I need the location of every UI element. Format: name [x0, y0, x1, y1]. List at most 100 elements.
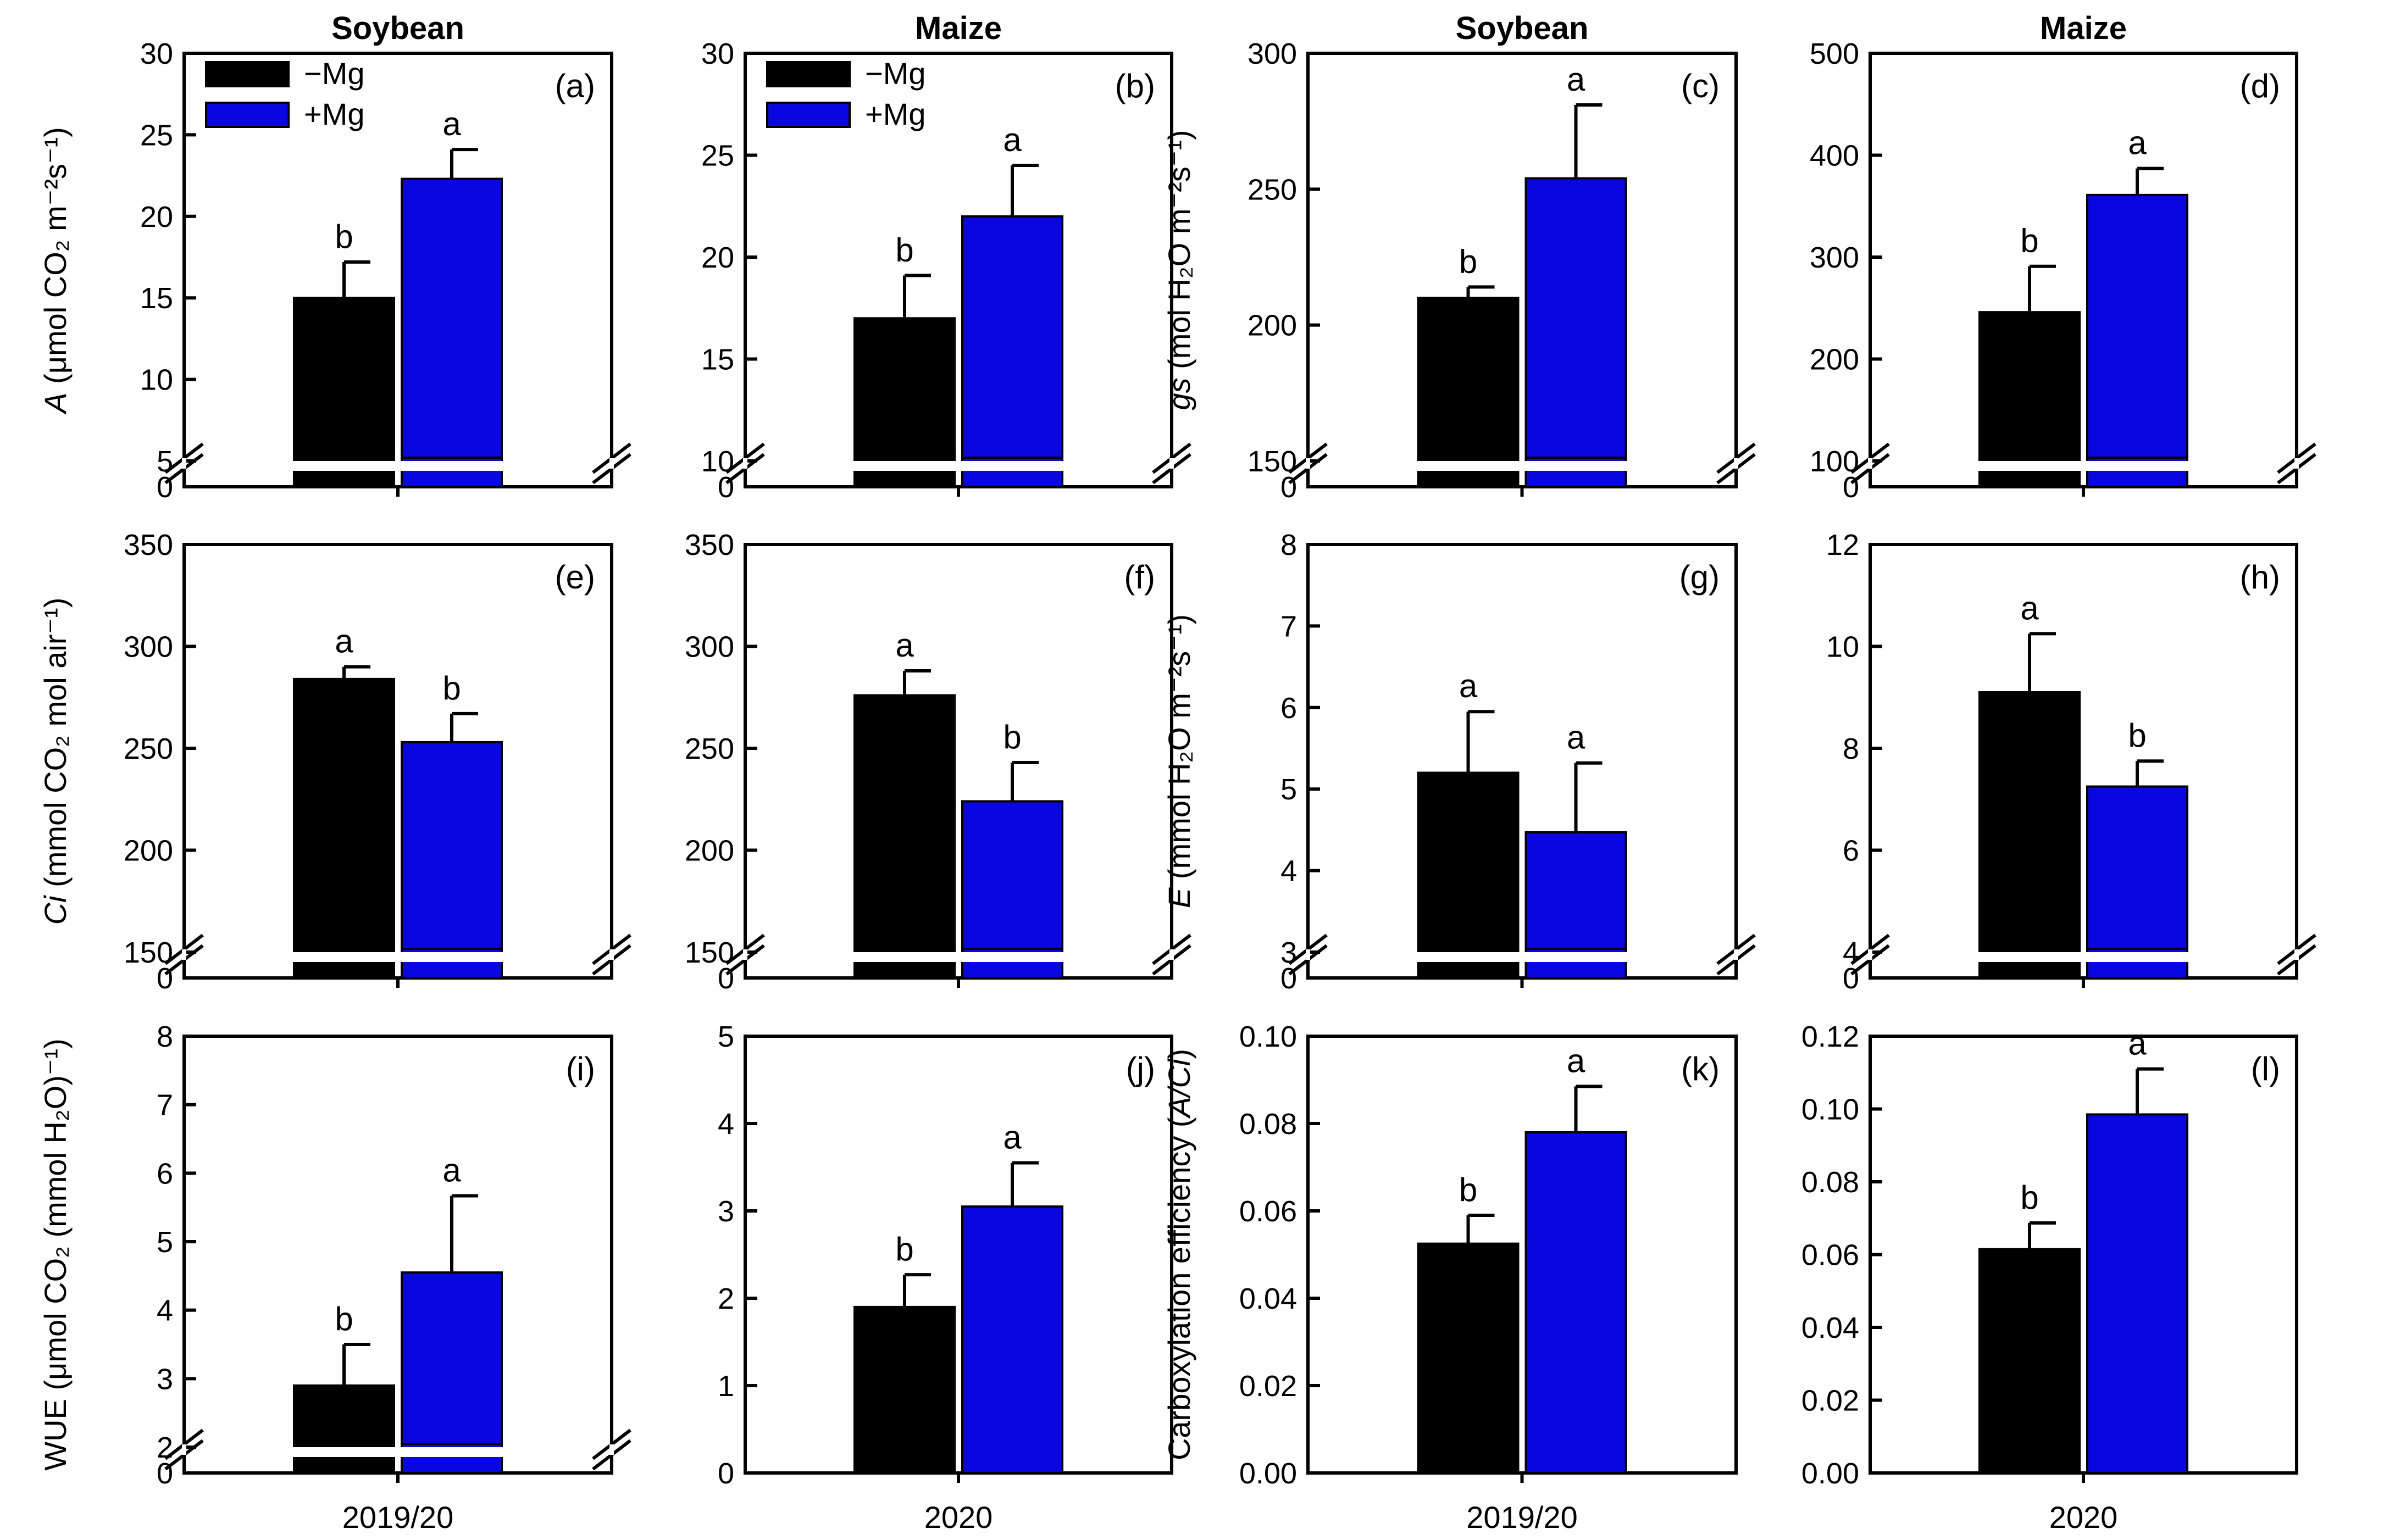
- y-tick-label-b: 15: [701, 343, 734, 376]
- y-tick-label-k: 0.02: [1239, 1370, 1297, 1403]
- y-tick-label-h: 4: [1843, 936, 1859, 969]
- y-tick-label-k: 0.06: [1239, 1195, 1297, 1228]
- y-axis-label-part: gs: [1162, 377, 1196, 410]
- y-tick-label-l: 0.02: [1801, 1385, 1859, 1417]
- y-axis-label-part: (mmol H₂O m⁻²s⁻¹): [1162, 614, 1196, 888]
- significance-letter-e: b: [442, 670, 461, 707]
- significance-letter-d: a: [2128, 125, 2147, 162]
- y-tick-label-d: 100: [1810, 445, 1859, 478]
- y-tick-label-i: 3: [157, 1363, 173, 1396]
- y-tick-label-j: 0: [718, 1457, 734, 1490]
- y-tick-label-f: 300: [685, 631, 734, 664]
- x-category-label-i: 2019/20: [342, 1500, 453, 1535]
- y-axis-label-part: E: [1162, 887, 1196, 908]
- y-tick-label-i: 7: [157, 1089, 173, 1122]
- y-tick-label-j: 4: [718, 1108, 734, 1141]
- axis-break-mask-left-c: [1306, 458, 1310, 469]
- bar-plus-mg-j: [961, 1205, 1063, 1475]
- axis-break-mask-left-d: [1868, 458, 1872, 469]
- plot-frame-c: [1306, 52, 1738, 488]
- y-axis-label-part: A: [38, 392, 73, 414]
- y-tick-label-j: 5: [718, 1020, 734, 1053]
- y-tick-label-e: 300: [124, 631, 173, 664]
- plot-frame-l: [1869, 1035, 2298, 1475]
- y-tick-label-h: 12: [1826, 529, 1859, 561]
- y-tick-label-c: 150: [1248, 445, 1297, 478]
- axis-break-mask-right-f: [1169, 949, 1174, 960]
- y-zero-label-g: 0: [1280, 962, 1297, 995]
- panel-label-l: (l): [2251, 1050, 2280, 1087]
- y-axis-label-k: Carboxylation efficiency (A/Ci): [1162, 1049, 1196, 1460]
- axis-break-mask-right-a: [609, 458, 614, 469]
- bar-plus-mg-i: [401, 1271, 503, 1449]
- panel-label-e: (e): [555, 559, 595, 596]
- axis-break-gap-d: [1887, 461, 2280, 471]
- significance-letter-i: a: [442, 1152, 461, 1188]
- y-tick-label-k: 0.00: [1239, 1457, 1297, 1490]
- panel-label-d: (d): [2240, 68, 2280, 104]
- y-zero-label-c: 0: [1280, 471, 1297, 504]
- y-zero-label-b: 0: [718, 471, 734, 504]
- y-axis-label-part: (mol H₂O m⁻²s⁻¹): [1162, 130, 1196, 377]
- y-tick-label-l: 0.06: [1801, 1239, 1859, 1272]
- y-tick-label-d: 200: [1810, 343, 1859, 376]
- axis-break-mask-right-d: [2294, 458, 2299, 469]
- bar-plus-mg-h: [2086, 785, 2188, 953]
- y-tick-label-b: 25: [701, 140, 734, 173]
- y-axis-label-part: Ci: [38, 895, 73, 925]
- axis-break-mask-right-g: [1734, 949, 1738, 960]
- axis-break-mask-left-f: [743, 949, 747, 960]
- panel-label-i: (i): [566, 1050, 595, 1087]
- panel-label-j: (j): [1126, 1050, 1155, 1087]
- y-tick-label-l: 0.08: [1801, 1166, 1859, 1199]
- significance-letter-e: a: [335, 623, 353, 660]
- bar-plus-mg-c: [1524, 177, 1627, 462]
- y-axis-label-part: Carboxylation efficiency (: [1162, 1117, 1196, 1460]
- y-tick-label-h: 6: [1843, 835, 1859, 868]
- y-tick-label-g: 3: [1280, 936, 1297, 969]
- y-axis-label-e: Ci (mmol CO₂ mol air⁻¹): [38, 598, 73, 925]
- significance-letter-j: a: [1003, 1119, 1022, 1156]
- bar-minus-mg-l: [1978, 1248, 2081, 1474]
- legend-swatch-minus-mg-a: [205, 61, 290, 87]
- bar-minus-mg-b: [853, 317, 956, 462]
- significance-letter-g: a: [1459, 668, 1478, 704]
- y-axis-label-part: WUE (μmol CO₂ (mmol H₂O)⁻¹): [38, 1038, 73, 1471]
- bar-minus-mg-d: [1978, 311, 2081, 462]
- legend-label-minus-mg-a: −Mg: [304, 56, 365, 91]
- y-tick-label-g: 5: [1280, 773, 1297, 806]
- y-tick-label-k: 0.08: [1239, 1108, 1297, 1141]
- y-tick-label-i: 8: [157, 1020, 173, 1053]
- y-tick-label-l: 0.10: [1801, 1093, 1859, 1126]
- y-tick-label-l: 0.00: [1801, 1457, 1859, 1490]
- plot-frame-i: [182, 1035, 613, 1475]
- axis-break-gap-e: [201, 952, 595, 962]
- panel-label-f: (f): [1124, 559, 1155, 596]
- plot-frame-j: [744, 1035, 1173, 1475]
- y-axis-label-part: A/Ci: [1162, 1058, 1196, 1119]
- bar-plus-mg-a: [401, 177, 503, 462]
- legend-swatch-minus-mg-b: [766, 61, 851, 87]
- axis-break-gap-i: [201, 1447, 595, 1457]
- axis-break-mask-left-g: [1306, 949, 1310, 960]
- axis-break-gap-f: [762, 952, 1155, 962]
- plot-frame-g: [1306, 543, 1738, 980]
- significance-letter-h: b: [2128, 717, 2146, 754]
- bar-minus-mg-k: [1417, 1242, 1520, 1474]
- panel-label-g: (g): [1679, 559, 1720, 596]
- bar-minus-mg-a: [293, 297, 395, 462]
- axis-break-mask-right-b: [1169, 458, 1174, 469]
- axis-break-mask-right-h: [2294, 949, 2299, 960]
- bar-minus-mg-f: [853, 694, 956, 954]
- significance-letter-b: b: [895, 231, 913, 268]
- y-tick-label-i: 4: [157, 1294, 173, 1327]
- bar-minus-mg-e: [293, 677, 395, 953]
- plot-frame-f: [744, 543, 1173, 980]
- significance-letter-k: b: [1459, 1171, 1477, 1208]
- panel-label-a: (a): [555, 68, 595, 104]
- y-tick-label-e: 200: [124, 835, 173, 868]
- y-tick-label-j: 2: [718, 1282, 734, 1315]
- y-tick-label-h: 8: [1843, 732, 1859, 765]
- y-axis-label-a: A (μmol CO₂ m⁻²s⁻¹): [38, 127, 73, 415]
